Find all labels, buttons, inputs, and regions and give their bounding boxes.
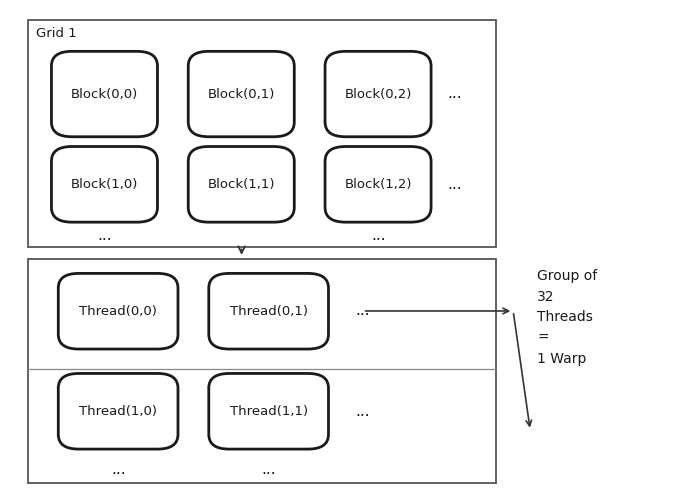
FancyBboxPatch shape — [59, 273, 178, 349]
Text: Thread(0,0): Thread(0,0) — [79, 305, 157, 318]
Text: ...: ... — [355, 403, 370, 418]
FancyBboxPatch shape — [325, 51, 431, 137]
Text: Block(1,0): Block(1,0) — [70, 178, 138, 191]
Text: Block(0,1): Block(0,1) — [207, 88, 275, 101]
Text: Group of
32
Threads
=
1 Warp: Group of 32 Threads = 1 Warp — [537, 269, 597, 366]
Text: ...: ... — [371, 228, 386, 243]
FancyBboxPatch shape — [52, 51, 158, 137]
Text: Thread(1,1): Thread(1,1) — [230, 405, 308, 418]
Bar — [27, 19, 496, 247]
Text: ...: ... — [98, 228, 112, 243]
Text: ...: ... — [262, 462, 276, 477]
FancyBboxPatch shape — [59, 374, 178, 449]
Text: ...: ... — [447, 86, 462, 101]
Text: Block(1,2): Block(1,2) — [344, 178, 412, 191]
Text: Thread(1,0): Thread(1,0) — [79, 405, 157, 418]
FancyBboxPatch shape — [209, 273, 329, 349]
Text: Block(0,2): Block(0,2) — [344, 88, 412, 101]
Text: Grid 1: Grid 1 — [36, 27, 77, 40]
Text: Block(0,0): Block(0,0) — [70, 88, 138, 101]
Text: Block(1,1): Block(1,1) — [207, 178, 275, 191]
Text: Thread(0,1): Thread(0,1) — [230, 305, 308, 318]
Text: ...: ... — [111, 462, 126, 477]
FancyBboxPatch shape — [188, 51, 295, 137]
FancyBboxPatch shape — [325, 146, 431, 222]
FancyBboxPatch shape — [209, 374, 329, 449]
Text: ...: ... — [355, 303, 370, 319]
Text: ...: ... — [447, 177, 462, 192]
Bar — [27, 259, 496, 483]
FancyBboxPatch shape — [188, 146, 295, 222]
FancyBboxPatch shape — [52, 146, 158, 222]
